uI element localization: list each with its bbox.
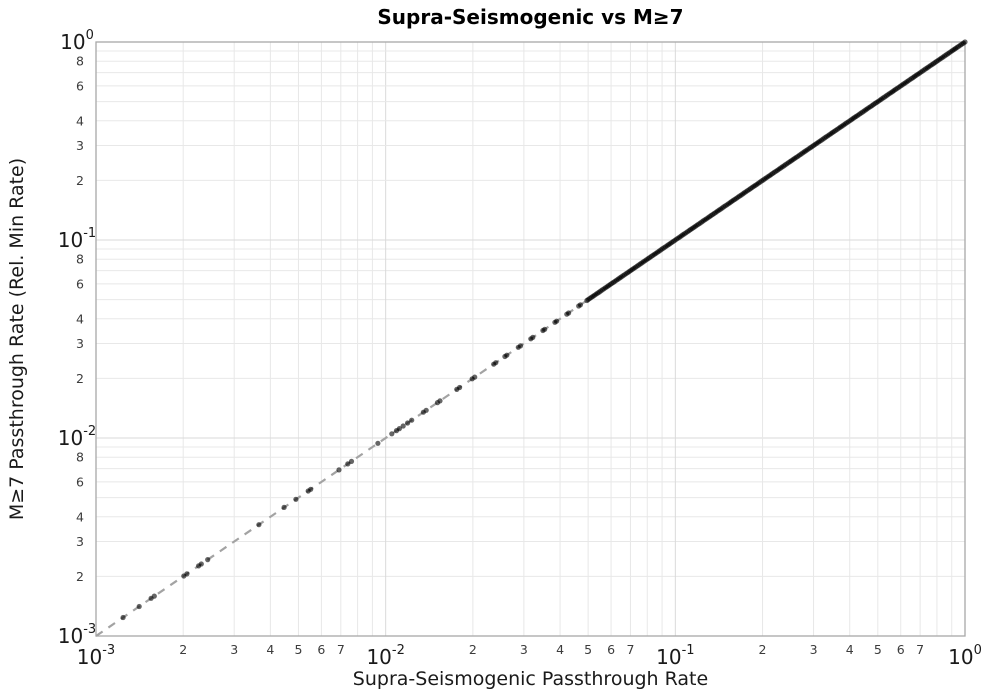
svg-text:3: 3 [76,336,84,351]
svg-text:100: 100 [60,28,94,54]
svg-text:3: 3 [810,642,818,657]
data-points [120,39,968,621]
svg-text:2: 2 [76,569,84,584]
svg-text:2: 2 [76,173,84,188]
y-tick-labels: 100 10-1 10-2 10-3 8 6 4 3 2 8 6 4 3 2 8 6 4 3 2 [58,28,96,648]
svg-text:10-1: 10-1 [58,226,96,252]
chart-title: Supra-Seismogenic vs M≥7 [377,5,684,29]
svg-text:7: 7 [626,642,634,657]
svg-text:6: 6 [897,642,905,657]
svg-text:7: 7 [337,642,345,657]
svg-text:6: 6 [76,276,84,291]
x-axis-title: Supra-Seismogenic Passthrough Rate [352,668,709,690]
svg-text:10-1: 10-1 [656,643,694,669]
y-axis-title: M≥7 Passthrough Rate (Rel. Min Rate) [6,157,28,521]
svg-text:8: 8 [76,252,84,267]
svg-text:2: 2 [759,642,767,657]
svg-text:10-2: 10-2 [366,643,404,669]
svg-text:6: 6 [76,78,84,93]
svg-text:6: 6 [607,642,615,657]
svg-text:4: 4 [556,642,564,657]
svg-text:10-2: 10-2 [58,424,96,450]
svg-text:3: 3 [76,534,84,549]
svg-text:6: 6 [317,642,325,657]
svg-text:100: 100 [948,643,982,669]
svg-text:5: 5 [584,642,592,657]
svg-text:2: 2 [179,642,187,657]
svg-text:2: 2 [76,371,84,386]
svg-text:4: 4 [266,642,274,657]
svg-text:2: 2 [469,642,477,657]
svg-text:3: 3 [76,138,84,153]
svg-text:6: 6 [76,474,84,489]
svg-text:7: 7 [916,642,924,657]
svg-text:3: 3 [230,642,238,657]
svg-text:4: 4 [846,642,854,657]
svg-text:3: 3 [520,642,528,657]
svg-text:8: 8 [76,54,84,69]
svg-text:5: 5 [874,642,882,657]
svg-text:8: 8 [76,450,84,465]
gridlines [96,42,965,636]
svg-text:10-3: 10-3 [77,643,115,669]
svg-text:4: 4 [76,509,84,524]
svg-text:4: 4 [76,113,84,128]
svg-text:10-3: 10-3 [58,622,96,648]
svg-text:5: 5 [294,642,302,657]
plot-border [95,41,966,637]
svg-text:4: 4 [76,311,84,326]
